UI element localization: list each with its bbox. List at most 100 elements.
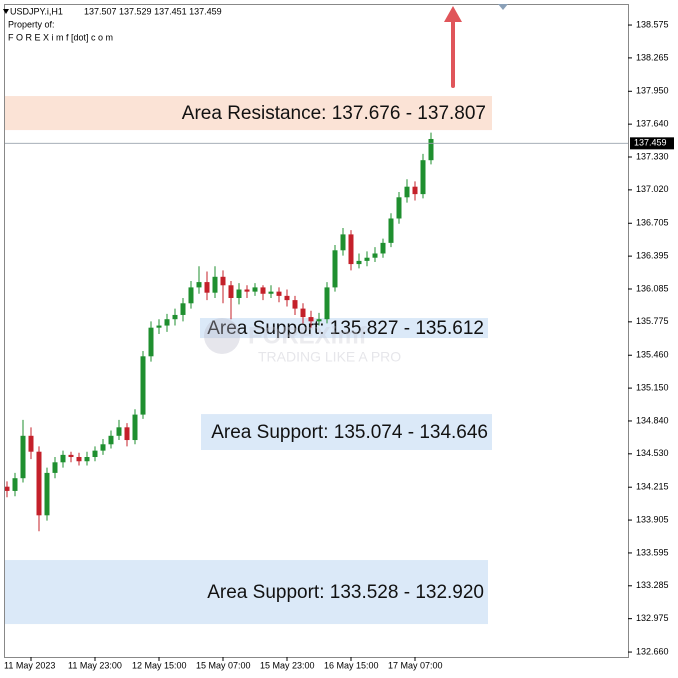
zone-label: Area Support: 135.074 - 134.646 [211, 422, 488, 443]
candle-body [148, 327, 154, 357]
y-tick-label: 138.265 [636, 52, 669, 62]
y-tick-label: 134.215 [636, 482, 669, 492]
candle-body [260, 287, 266, 294]
candle-body [340, 234, 346, 251]
owner: F O R E X i m f [dot] c o m [8, 32, 113, 42]
candle-body [20, 435, 26, 479]
y-tick-label: 135.150 [636, 382, 669, 392]
zone-box [200, 318, 488, 339]
zone-box [201, 414, 492, 451]
candle-body [12, 478, 18, 491]
candle-body [244, 289, 250, 292]
x-tick-label: 11 May 23:00 [68, 660, 122, 670]
candle-body [140, 356, 146, 415]
y-tick-label: 135.460 [636, 350, 669, 360]
candle-body [84, 457, 90, 462]
candle-body [252, 287, 258, 292]
candle-body [4, 486, 10, 491]
y-tick-label: 132.975 [636, 613, 669, 623]
candle-body [284, 295, 290, 301]
arrow [444, 6, 462, 88]
price-label: 137.459 [634, 138, 667, 148]
candle-body [372, 253, 378, 258]
y-tick-label: 133.595 [636, 547, 669, 557]
candle-body [68, 454, 74, 458]
watermark-tagline: TRADING LIKE A PRO [258, 349, 401, 365]
price-tag [630, 137, 674, 150]
symbol: USDJPY.i,H1 [10, 6, 63, 16]
y-tick-label: 134.840 [636, 415, 669, 425]
y-tick-label: 136.085 [636, 283, 669, 293]
candle-body [308, 317, 314, 322]
zone-label: Area Resistance: 137.676 - 137.807 [182, 103, 486, 124]
candle-body [356, 260, 362, 265]
candle-body [156, 325, 162, 328]
candle-body [52, 462, 58, 473]
quote: 137.507 137.529 137.451 137.459 [84, 6, 222, 16]
candle-body [100, 444, 106, 451]
x-tick-label: 11 May 2023 [4, 660, 55, 670]
candle-body [132, 414, 138, 441]
candle-body [108, 435, 114, 445]
zones: Area Resistance: 137.676 - 137.807 Area S… [5, 96, 492, 625]
zone-box [5, 96, 492, 131]
y-tick-label: 138.575 [636, 19, 669, 29]
candle-body [420, 160, 426, 195]
y-tick-label: 137.330 [636, 151, 669, 161]
candle-body [60, 454, 66, 463]
candle-body [228, 285, 234, 298]
y-tick-label: 137.950 [636, 86, 669, 96]
candle-body [292, 300, 298, 309]
candle-body [76, 457, 82, 462]
y-tick-label: 136.705 [636, 218, 669, 228]
candle-body [300, 308, 306, 318]
watermark-brand: FOREXimf [248, 322, 368, 349]
candle-body [412, 186, 418, 195]
candle-body [276, 291, 282, 296]
candle-body [268, 291, 274, 294]
candle-body [204, 282, 210, 293]
candle-body [364, 257, 370, 261]
candle-body [92, 450, 98, 458]
zone-label: Area Support: 135.827 - 135.612 [207, 318, 484, 339]
candle-body [388, 218, 394, 243]
zone-box [5, 560, 488, 625]
candle-body [236, 289, 242, 298]
y-tick-label: 132.660 [636, 646, 669, 656]
candle-body [396, 197, 402, 219]
y-tick-label: 133.285 [636, 580, 669, 590]
candle-body [380, 242, 386, 254]
candle-body [116, 427, 122, 436]
arrow-head [444, 6, 462, 22]
candle-body [124, 427, 130, 441]
watermark: FOREXimf TRADING LIKE A PRO [204, 318, 401, 365]
candle-body [428, 138, 434, 161]
candle-body [404, 186, 410, 198]
plot [4, 132, 434, 532]
candle-body [36, 451, 42, 516]
candle-body [180, 303, 186, 315]
candle-body [188, 287, 194, 304]
x-tick-label: 17 May 07:00 [388, 660, 443, 670]
candle-body [212, 276, 218, 293]
candle-body [172, 314, 178, 320]
y-tick-label: 136.395 [636, 250, 669, 260]
candle-body [44, 472, 50, 516]
owner-caption: Property of: [8, 19, 55, 29]
y-tick-label: 134.530 [636, 448, 669, 458]
candle-body [220, 276, 226, 286]
x-tick-label: 12 May 15:00 [132, 660, 187, 670]
candle-body [348, 234, 354, 265]
plot-frame [4, 4, 629, 658]
y-tick-label: 137.640 [636, 119, 669, 129]
menu-marker [3, 9, 9, 14]
y-tick-label: 133.905 [636, 514, 669, 524]
y-tick-label: 135.775 [636, 316, 669, 326]
watermark-logo [204, 318, 240, 354]
candle-body [28, 435, 34, 452]
x-tick-label: 16 May 15:00 [324, 660, 379, 670]
x-tick-label: 15 May 23:00 [260, 660, 315, 670]
x-tick-label: 15 May 07:00 [196, 660, 251, 670]
zone-label: Area Support: 133.528 - 132.920 [207, 582, 484, 603]
